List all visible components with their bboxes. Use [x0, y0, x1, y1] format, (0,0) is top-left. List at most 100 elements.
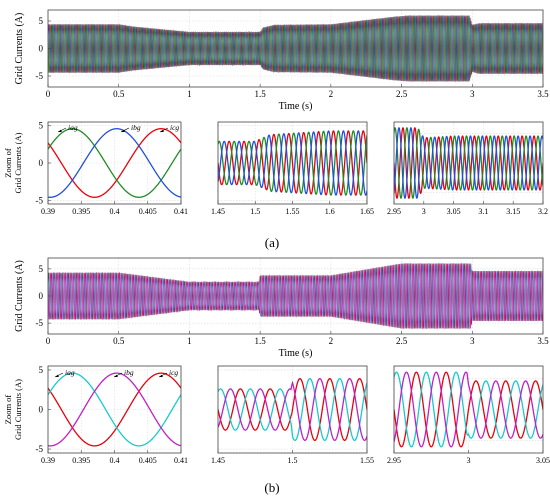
x-tick-label: 2.5: [396, 336, 408, 346]
y-tick-label: -5: [36, 71, 44, 81]
x-tick-label: 3.5: [537, 336, 549, 346]
series-group: [48, 128, 181, 198]
y-tick-label: 5: [39, 264, 44, 274]
series-line-phase-2: [48, 262, 543, 330]
y-tick-label: 5: [39, 365, 44, 375]
x-tick-label: 3.1: [478, 207, 488, 216]
x-tick-label: 2: [329, 89, 334, 99]
series-group: [48, 372, 181, 447]
series-line-phase-1: [218, 377, 367, 442]
series-line-phase-3: [48, 14, 543, 83]
series-line-phase-1: [48, 262, 543, 330]
y-tick-label: -5: [36, 444, 44, 454]
x-tick-label: 1.5: [288, 456, 298, 465]
chart-a-zoom3: 2.95 3 3.05 3.1 3.15 3.2: [387, 121, 548, 216]
x-tick-label: 0: [46, 336, 51, 346]
x-tick-label: 1.5: [255, 89, 267, 99]
annotation-icg: icg: [170, 123, 179, 132]
x-tick-label: 1.5: [255, 336, 267, 346]
y-tick-label: 5: [39, 121, 44, 131]
x-tick-label: 3: [422, 207, 426, 216]
chart-b-zoom3: 2.95 3 3.05: [387, 365, 550, 465]
x-tick-label: 1.55: [286, 207, 300, 216]
annotation-arrowhead: [58, 129, 62, 132]
series-line-phase-1: [48, 14, 543, 83]
series-group: [394, 127, 543, 199]
series-line-phase-1: [218, 130, 367, 196]
annotation-ibg: ibg: [124, 368, 134, 377]
annotation-arrowhead: [114, 374, 118, 377]
series-line-phase-2: [218, 377, 367, 442]
x-tick-label: 2.95: [387, 207, 401, 216]
y-axis-label: Zoom ofGrid Currents (A): [3, 132, 23, 193]
series-line-phase-3: [218, 130, 367, 196]
chart-b-zoom1: 0.39 0.395 0.4 0.405 0.41 5 0 -5 Zoom ofGrid Cur…: [3, 365, 188, 465]
y-tick-label: 0: [39, 405, 44, 415]
subfigure-label-a: (a): [265, 235, 279, 250]
y-tick-label: -5: [36, 318, 44, 328]
x-tick-label: 0.395: [72, 207, 90, 216]
grid: [47, 122, 182, 204]
x-tick-label: 1.65: [360, 207, 374, 216]
series-line-phase-2: [48, 14, 543, 83]
x-tick-label: 0.41: [174, 456, 188, 465]
x-tick-label: 3.2: [538, 207, 548, 216]
x-tick-label: 0.41: [174, 207, 188, 216]
series-line-phase-1: [394, 371, 543, 448]
annotation-iag: iag: [65, 368, 75, 377]
annotation-arrowhead: [55, 374, 59, 377]
series-line-icg: [48, 372, 181, 447]
x-tick-label: 1: [187, 89, 192, 99]
x-tick-label: 0.4: [110, 207, 120, 216]
annotation-arrowhead: [160, 129, 164, 132]
annotation-arrowhead: [121, 129, 125, 132]
series-line-icg: [48, 128, 181, 198]
annotation-ibg: ibg: [131, 123, 141, 132]
y-tick-label: 0: [39, 44, 44, 54]
plot-frame: [393, 121, 544, 205]
series-group: [218, 130, 367, 196]
y-axis-label: Grid Currents (A): [14, 260, 25, 332]
y-axis-label-line: Zoom of: [3, 148, 13, 178]
series-line-phase-2: [394, 371, 543, 448]
y-axis-label-line: Grid Currents (A): [14, 260, 25, 332]
x-tick-label: 2.5: [396, 89, 408, 99]
subfigure-label-b: (b): [264, 480, 279, 495]
x-tick-label: 0.4: [110, 456, 120, 465]
x-tick-label: 3.05: [536, 456, 550, 465]
x-axis-label: Time (s): [279, 101, 313, 112]
series-line-phase-3: [394, 371, 543, 448]
y-axis-label-line: Grid Currents (A): [13, 132, 23, 193]
chart-a-zoom2: 1.45 1.5 1.55 1.6 1.65: [211, 121, 374, 216]
y-tick-label: 0: [39, 158, 44, 168]
series-line-ibg: [48, 128, 181, 198]
x-tick-label: 1.45: [211, 456, 225, 465]
x-tick-label: 3.05: [447, 207, 461, 216]
annotation-iag: iag: [68, 123, 78, 132]
x-tick-label: 3: [470, 89, 475, 99]
x-tick-label: 1.6: [325, 207, 335, 216]
series-group: [394, 371, 543, 448]
series-line-phase-3: [394, 127, 543, 199]
series-line-iag: [48, 372, 181, 447]
x-tick-label: 2: [329, 336, 334, 346]
y-axis-label: Grid Currents (A): [14, 13, 25, 85]
y-axis-label-line: Grid Currents (A): [14, 13, 25, 85]
y-tick-label: 0: [39, 291, 44, 301]
series-group: [218, 377, 367, 442]
x-tick-label: 0.405: [139, 456, 157, 465]
y-axis-label-line: Zoom of: [3, 395, 13, 425]
x-axis-label: Time (s): [279, 348, 313, 359]
x-tick-label: 1.5: [250, 207, 260, 216]
x-tick-label: 0.5: [113, 336, 125, 346]
x-tick-label: 1: [187, 336, 192, 346]
series-line-ibg: [48, 372, 181, 447]
x-tick-label: 0: [46, 89, 51, 99]
chart-b-zoom2: 1.45 1.5 1.55: [211, 365, 374, 465]
x-tick-label: 3.5: [537, 89, 549, 99]
x-tick-label: 0.39: [41, 207, 55, 216]
